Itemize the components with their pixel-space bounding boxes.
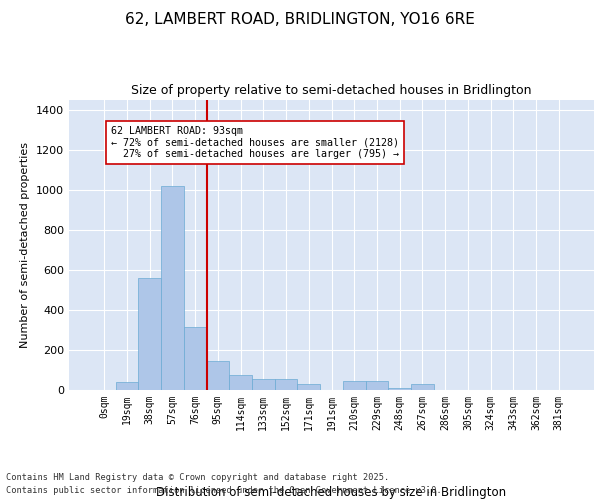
Bar (116, 382, 139, 390)
Y-axis label: Number of semi-detached properties: Number of semi-detached properties (20, 142, 31, 348)
Bar (275, 379, 298, 390)
Bar (161, 186, 184, 390)
Text: Contains HM Land Registry data © Crown copyright and database right 2025.: Contains HM Land Registry data © Crown c… (6, 474, 389, 482)
Bar (388, 388, 411, 390)
Bar (252, 379, 275, 390)
Text: Contains public sector information licensed under the Open Government Licence v3: Contains public sector information licen… (6, 486, 442, 495)
Bar (229, 375, 252, 390)
Bar (298, 384, 320, 390)
Bar (206, 361, 229, 390)
Bar (184, 327, 206, 390)
Bar (365, 381, 388, 390)
Bar (343, 381, 365, 390)
Text: 62, LAMBERT ROAD, BRIDLINGTON, YO16 6RE: 62, LAMBERT ROAD, BRIDLINGTON, YO16 6RE (125, 12, 475, 28)
Bar (139, 278, 161, 390)
Bar (411, 384, 434, 390)
Title: Size of property relative to semi-detached houses in Bridlington: Size of property relative to semi-detach… (131, 84, 532, 98)
Text: 62 LAMBERT ROAD: 93sqm
← 72% of semi-detached houses are smaller (2128)
  27% of: 62 LAMBERT ROAD: 93sqm ← 72% of semi-det… (111, 126, 399, 159)
X-axis label: Distribution of semi-detached houses by size in Bridlington: Distribution of semi-detached houses by … (157, 486, 506, 498)
